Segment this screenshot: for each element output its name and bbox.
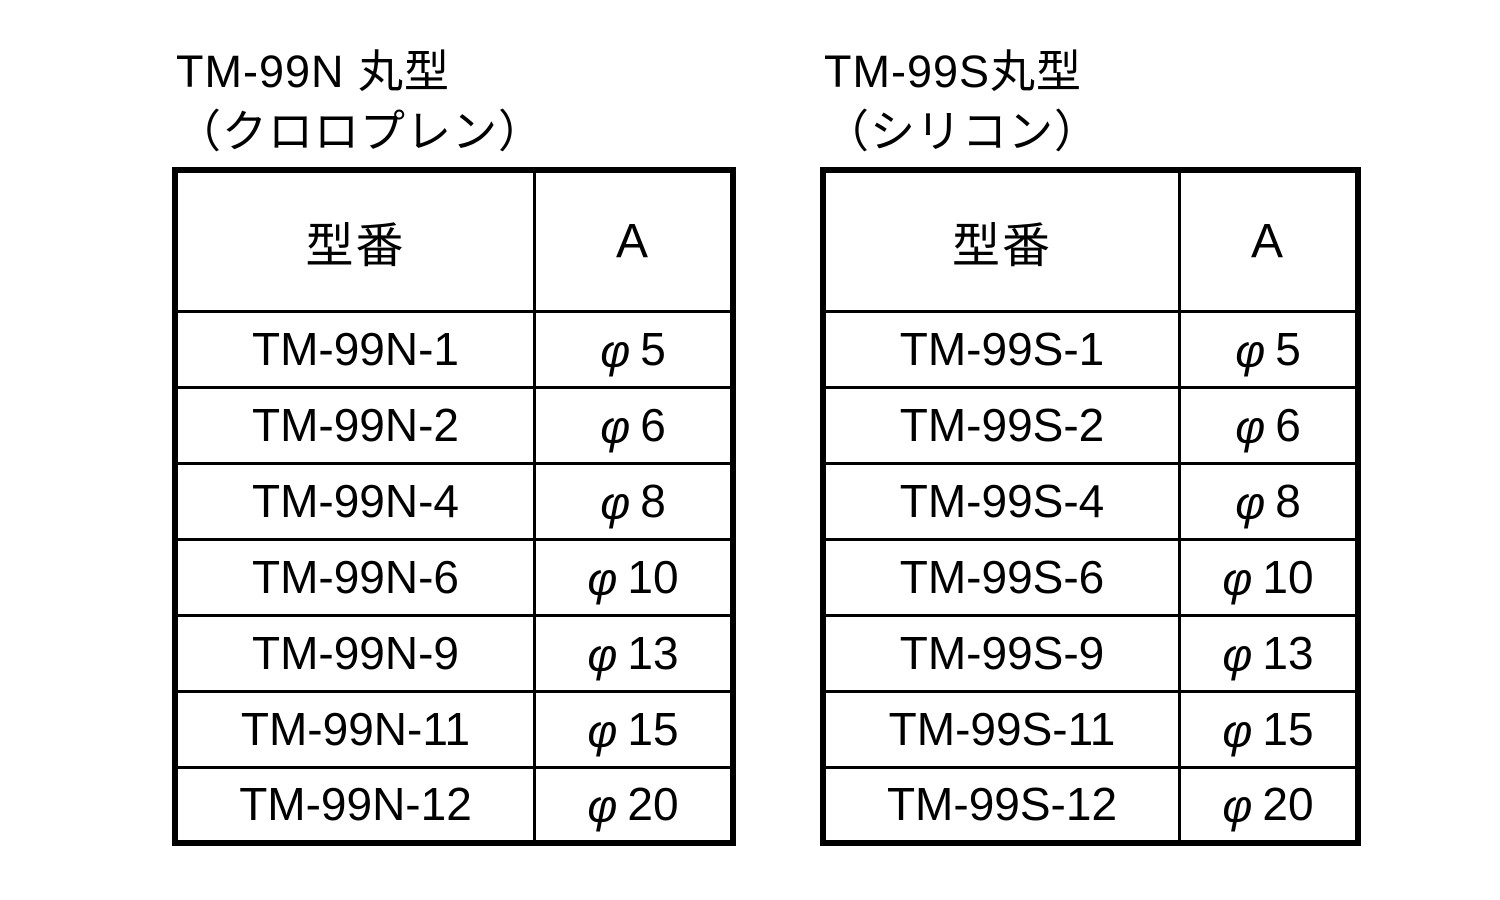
spec-table-tm-99n: 型番 A TM-99N-1 φ 5 TM-99N-2 φ 6 TM-99N-4 φ 8 TM-99… [172,167,736,846]
model-cell: TM-99N-4 [173,461,536,541]
spec-table-tm-99s: 型番 A TM-99S-1 φ 5 TM-99S-2 φ 6 TM-99S-4 φ 8 TM-99… [820,167,1361,846]
table-row: TM-99N-12 φ 20 [173,765,735,845]
diameter-value: 20 [1262,778,1314,831]
model-cell: TM-99N-6 [173,537,536,617]
phi-symbol: φ [1235,325,1266,377]
diameter-cell: φ 13 [533,613,735,693]
phi-symbol: φ [587,780,618,833]
diameter-cell: φ 10 [1178,537,1360,617]
table-header: 型番 A [173,168,735,313]
model-cell: TM-99N-2 [173,385,536,465]
phi-symbol: φ [600,477,631,529]
model-cell: TM-99S-11 [821,689,1181,769]
model-cell: TM-99S-4 [821,461,1181,541]
table-row: TM-99N-6 φ 10 [173,537,735,617]
table-row: TM-99N-2 φ 6 [173,385,735,465]
phi-symbol: φ [587,553,618,605]
diameter-value: 5 [1275,323,1301,375]
table-title-line2: （シリコン） [824,106,1101,157]
header-row: 型番 A [821,168,1360,313]
diameter-value: 13 [627,627,679,679]
phi-symbol: φ [1222,629,1253,681]
model-cell: TM-99S-12 [821,765,1181,845]
table-block-tm-99s: TM-99S丸型 （シリコン） 型番 A TM-99S-1 φ 5 TM-99S-2 φ… [820,42,1361,846]
table-title: TM-99N 丸型 （クロロプレン） [176,42,736,162]
table-row: TM-99N-9 φ 13 [173,613,735,693]
model-cell: TM-99N-1 [173,309,536,389]
diameter-value: 8 [1275,475,1301,527]
table-row: TM-99S-6 φ 10 [821,537,1360,617]
phi-symbol: φ [587,629,618,681]
header-row: 型番 A [173,168,735,313]
table-row: TM-99N-4 φ 8 [173,461,735,541]
diameter-cell: φ 15 [533,689,735,769]
model-cell: TM-99S-1 [821,309,1181,389]
model-cell: TM-99N-11 [173,689,536,769]
table-body-1: TM-99S-1 φ 5 TM-99S-2 φ 6 TM-99S-4 φ 8 TM-99S-6 φ 1… [821,309,1360,845]
diameter-value: 15 [627,703,679,755]
phi-symbol: φ [1235,401,1266,453]
model-cell: TM-99S-9 [821,613,1181,693]
table-title-line2: （クロロプレン） [176,106,545,157]
table-title-line1: TM-99S丸型 [824,46,1083,97]
table-row: TM-99N-1 φ 5 [173,309,735,389]
phi-symbol: φ [1222,780,1253,833]
table-row: TM-99S-4 φ 8 [821,461,1360,541]
table-title: TM-99S丸型 （シリコン） [824,42,1361,162]
table-row: TM-99S-1 φ 5 [821,309,1360,389]
diameter-value: 8 [640,475,666,527]
diameter-cell: φ 20 [533,765,735,845]
model-cell: TM-99N-9 [173,613,536,693]
table-body-0: TM-99N-1 φ 5 TM-99N-2 φ 6 TM-99N-4 φ 8 TM-99N-6 φ 1… [173,309,735,845]
phi-symbol: φ [1222,553,1253,605]
phi-symbol: φ [600,401,631,453]
diameter-value: 10 [1262,551,1314,603]
table-row: TM-99S-12 φ 20 [821,765,1360,845]
phi-symbol: φ [1222,705,1253,757]
table-block-tm-99n: TM-99N 丸型 （クロロプレン） 型番 A TM-99N-1 φ 5 TM-99N… [172,42,736,846]
column-header-a: A [533,168,735,313]
model-cell: TM-99S-6 [821,537,1181,617]
table-row: TM-99N-11 φ 15 [173,689,735,769]
column-header-model: 型番 [173,168,536,313]
diameter-value: 13 [1262,627,1314,679]
table-header: 型番 A [821,168,1360,313]
diameter-cell: φ 15 [1178,689,1360,769]
phi-symbol: φ [1235,477,1266,529]
model-cell: TM-99S-2 [821,385,1181,465]
table-row: TM-99S-9 φ 13 [821,613,1360,693]
phi-symbol: φ [587,705,618,757]
diameter-cell: φ 10 [533,537,735,617]
diameter-value: 15 [1262,703,1314,755]
diameter-value: 6 [1275,399,1301,451]
table-title-line1: TM-99N 丸型 [176,46,451,97]
diameter-value: 5 [640,323,666,375]
diameter-value: 20 [627,778,679,831]
diameter-cell: φ 13 [1178,613,1360,693]
diameter-value: 10 [627,551,679,603]
phi-symbol: φ [600,325,631,377]
diameter-value: 6 [640,399,666,451]
column-header-model: 型番 [821,168,1181,313]
model-cell: TM-99N-12 [173,765,536,845]
table-row: TM-99S-2 φ 6 [821,385,1360,465]
diameter-cell: φ 20 [1178,765,1360,845]
column-header-a: A [1178,168,1360,313]
table-row: TM-99S-11 φ 15 [821,689,1360,769]
